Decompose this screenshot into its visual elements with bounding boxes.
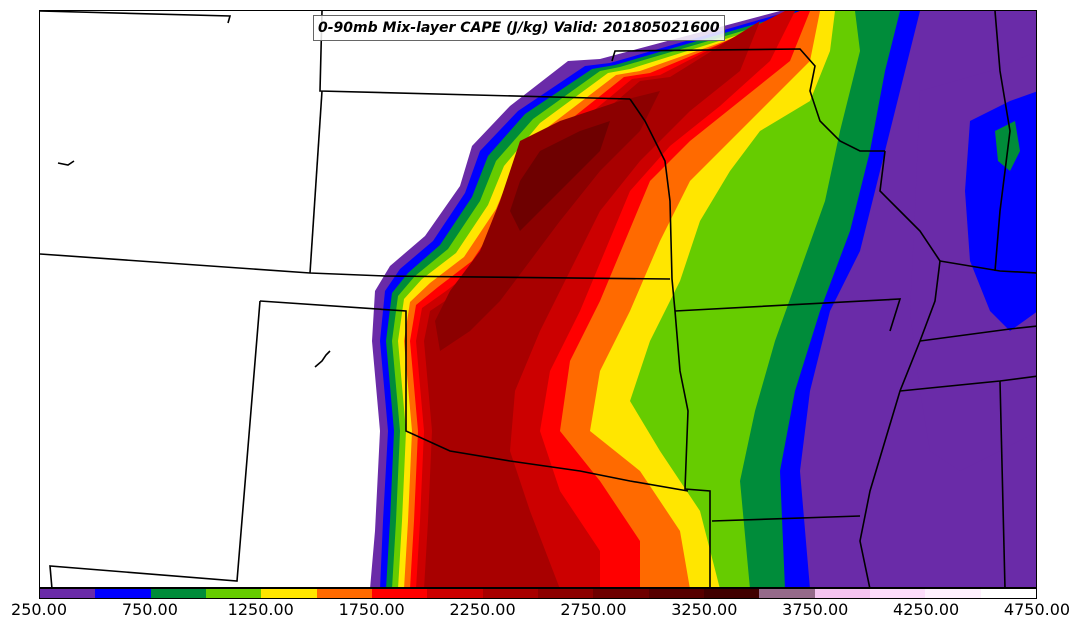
- color-scale-tick-label: 1250.00: [227, 600, 294, 619]
- cape-map: [40, 11, 1036, 587]
- color-swatch: [95, 589, 151, 598]
- state-boundary: [939, 260, 1036, 274]
- cape-band-4250: [424, 21, 760, 587]
- color-swatch: [980, 589, 1036, 598]
- color-scale-tick-label: 1750.00: [338, 600, 405, 619]
- color-scale-tick-label: 250.00: [11, 600, 67, 619]
- color-scale-tick-labels: 250.00 750.00 1250.00 1750.00 2250.00 2750.00…: [0, 600, 1081, 624]
- map-title: 0-90mb Mix-layer CAPE (J/kg) Valid: 2018…: [313, 15, 725, 41]
- state-boundary-lines: [40, 11, 1036, 587]
- state-boundary: [859, 150, 941, 587]
- state-boundary: [259, 300, 689, 492]
- cape-band-4750: [435, 91, 660, 351]
- lake-outline: [57, 160, 75, 166]
- color-swatch: [40, 589, 96, 598]
- color-swatch: [593, 589, 649, 598]
- color-swatch: [427, 589, 483, 598]
- state-boundary: [994, 11, 1011, 272]
- color-swatch: [150, 589, 206, 598]
- color-scale-tick-label: 2750.00: [560, 600, 627, 619]
- color-swatch: [648, 589, 704, 598]
- cape-band-3750: [416, 11, 795, 587]
- state-boundary: [49, 300, 261, 587]
- color-swatch: [869, 589, 926, 598]
- color-swatch: [261, 589, 317, 598]
- color-swatch: [482, 589, 538, 598]
- color-scale-tick-label: 3250.00: [671, 600, 738, 619]
- color-swatch: [371, 589, 428, 598]
- color-swatch: [925, 589, 981, 598]
- state-boundary: [999, 380, 1006, 587]
- color-scale-tick-label: 4750.00: [1003, 600, 1071, 619]
- state-boundary: [919, 325, 1036, 342]
- state-boundary: [309, 90, 323, 274]
- cape-band-top: [510, 121, 610, 231]
- color-swatch: [814, 589, 870, 598]
- state-boundary: [711, 515, 861, 522]
- state-boundary: [40, 11, 232, 24]
- lake-outline: [314, 350, 331, 368]
- color-swatch: [316, 589, 372, 598]
- state-boundary: [674, 298, 902, 332]
- color-swatch: [205, 589, 262, 598]
- color-swatch: [759, 589, 815, 598]
- color-scale-tick-label: 750.00: [121, 600, 178, 619]
- state-boundary: [611, 48, 885, 152]
- state-boundary: [40, 253, 671, 280]
- color-scale-tick-label: 4250.00: [893, 600, 960, 619]
- color-scale-tick-label: 2250.00: [449, 600, 516, 619]
- cape-contour-field: [370, 11, 1036, 587]
- color-swatch: [703, 589, 760, 598]
- map-panel: [39, 10, 1037, 588]
- color-swatch: [537, 589, 594, 598]
- color-scale-bar: [39, 588, 1037, 599]
- color-scale-tick-label: 3750.00: [782, 600, 849, 619]
